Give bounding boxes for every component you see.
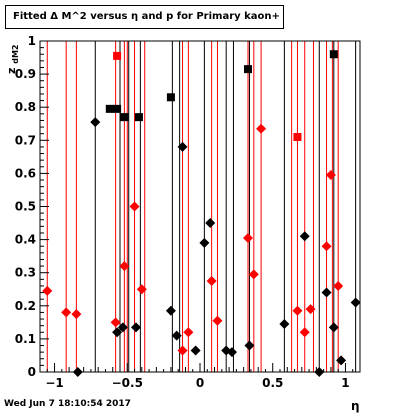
black-diamond-marker (72, 367, 83, 377)
black-square-marker (120, 113, 129, 122)
x-tick-label: 1 (341, 376, 349, 390)
red-diamond-marker (243, 232, 253, 243)
x-tick-label: 0.5 (262, 376, 283, 390)
y-tick-label: 0.6 (15, 166, 36, 180)
y-tick-label: 0.5 (15, 200, 36, 214)
black-diamond-marker (117, 322, 128, 333)
black-diamond-marker (350, 297, 361, 308)
black-diamond-marker (199, 237, 210, 248)
black-square-marker (113, 104, 122, 113)
red-diamond-marker (110, 317, 121, 328)
red-diamond-marker (248, 269, 259, 280)
black-square-marker (105, 104, 114, 113)
black-square-marker (329, 50, 338, 59)
y-tick-label: 0.8 (15, 100, 36, 114)
black-diamond-marker (131, 322, 141, 333)
plot-frame (39, 40, 361, 373)
axis-ticks-layer: −1 −0.5 0 0.5 1 0 0.1 0.2 0.3 0.4 0.5 0.6 0.7 0.8 0.9 1 (15, 34, 361, 390)
x-tick-label: −1 (45, 376, 63, 390)
y-tick-label: 0 (28, 365, 36, 379)
plot-border (39, 40, 361, 373)
black-diamond-marker (299, 231, 310, 242)
red-diamond-marker (42, 285, 53, 296)
red-diamond-marker (183, 327, 194, 338)
red-diamond-marker (71, 309, 82, 320)
y-axis-label-sub: dM2 (11, 44, 20, 63)
black-diamond-marker (328, 322, 339, 333)
black-diamond-marker (336, 355, 347, 366)
black-diamond-marker (171, 330, 182, 341)
y-tick-label: 0.7 (15, 133, 36, 147)
red-diamond-marker (325, 170, 336, 181)
y-axis-label-main: z (5, 68, 18, 74)
red-diamond-marker (256, 123, 267, 134)
x-tick-label: 0 (196, 376, 204, 390)
red-diamond-marker (212, 315, 223, 326)
footer-timestamp: Wed Jun 7 18:10:54 2017 (4, 399, 131, 409)
black-diamond-marker (244, 340, 255, 351)
red-diamond-marker (292, 305, 303, 316)
red-diamond-marker (136, 284, 147, 295)
black-diamond-marker (112, 327, 123, 338)
red-square-marker (293, 132, 302, 141)
red-diamond-marker (129, 201, 140, 212)
black-square-marker (166, 93, 175, 102)
red-diamond-marker (206, 275, 217, 286)
x-axis-label: η (351, 399, 360, 413)
black-square-marker (244, 65, 252, 74)
y-tick-label: 0.3 (15, 266, 36, 280)
y-tick-label: 1 (28, 34, 36, 48)
markers-layer (42, 50, 361, 377)
red-diamond-marker (61, 307, 72, 318)
red-diamond-marker (321, 241, 332, 252)
red-diamond-marker (119, 261, 130, 272)
black-diamond-marker (90, 117, 101, 128)
black-diamond-marker (190, 345, 201, 356)
y-tick-label: 0.4 (15, 233, 36, 247)
black-diamond-marker (165, 305, 176, 316)
y-tick-label: 0.1 (15, 332, 36, 346)
x-tick-label: −0.5 (112, 376, 143, 390)
y-tick-label: 0.2 (15, 299, 36, 313)
black-diamond-marker (279, 319, 290, 330)
red-square-marker (113, 51, 122, 60)
y-axis-label: z dM2 (5, 44, 20, 74)
vertical-lines-layer (46, 41, 357, 372)
red-diamond-marker (305, 304, 316, 315)
red-diamond-marker (299, 327, 310, 338)
chart-title: Fitted Δ M^2 versus η and p for Primary … (5, 5, 284, 29)
red-diamond-marker (333, 280, 344, 291)
red-diamond-marker (177, 345, 188, 356)
black-diamond-marker (321, 287, 332, 298)
black-diamond-marker (205, 218, 216, 229)
y-tick-label: 0.9 (15, 67, 36, 81)
black-diamond-marker (227, 347, 237, 358)
black-diamond-marker (177, 141, 188, 152)
black-square-marker (134, 113, 143, 122)
black-diamond-marker (314, 367, 325, 377)
